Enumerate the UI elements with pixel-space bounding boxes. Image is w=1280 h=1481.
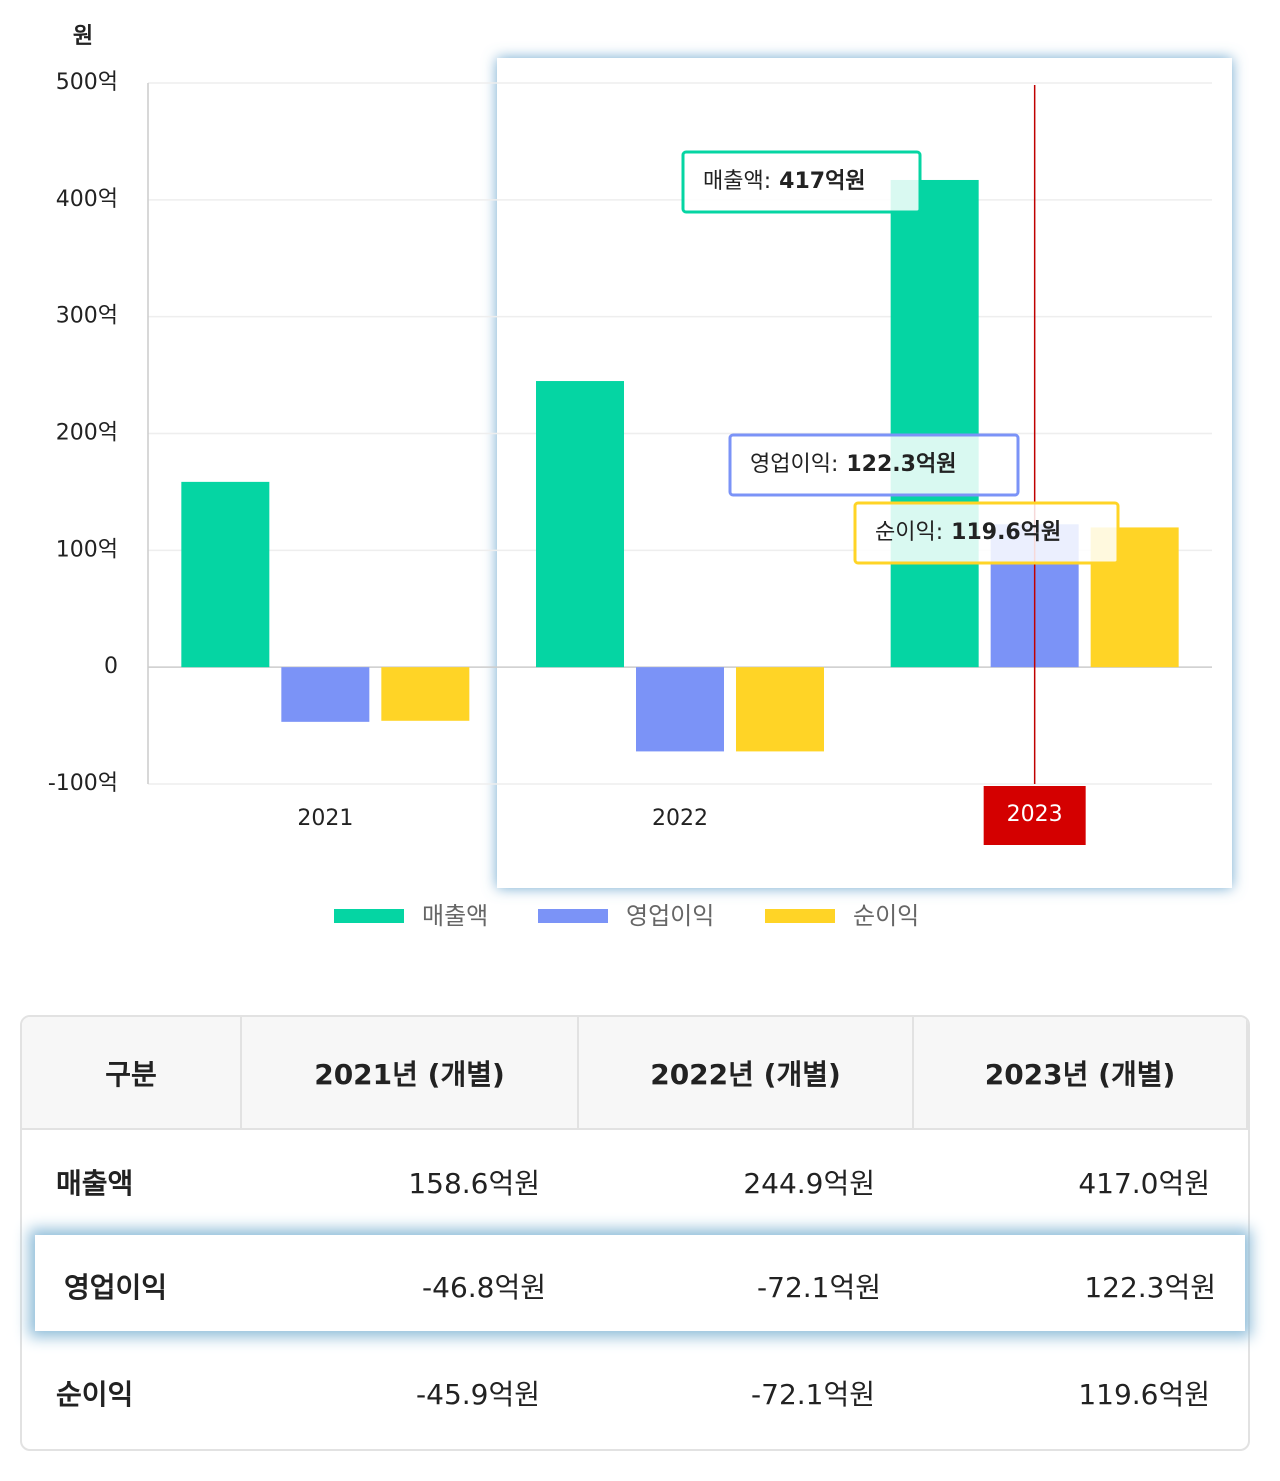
table-cell: 122.3억원 — [1084, 1271, 1216, 1304]
bar — [636, 667, 724, 752]
row-label: 매출액 — [56, 1167, 134, 1200]
table-cell: -72.1억원 — [751, 1378, 875, 1411]
legend-swatch — [334, 909, 404, 923]
tooltip-value: 119.6억원 — [951, 520, 1061, 545]
y-tick-label: 300억 — [56, 304, 118, 329]
y-tick-label: 0 — [104, 654, 118, 679]
tooltip-box — [853, 501, 1120, 565]
y-tick-label: 100억 — [56, 537, 118, 562]
legend-label: 순이익 — [853, 902, 919, 930]
crosshair-label: 2023 — [1007, 802, 1063, 827]
bar — [281, 667, 370, 722]
table-header: 2023년 (개별) — [914, 1017, 1248, 1130]
legend-swatch — [765, 909, 835, 923]
table-cell: -46.8억원 — [422, 1271, 546, 1304]
y-tick-label: 500억 — [56, 70, 118, 95]
row-highlight — [35, 1235, 1245, 1331]
bar — [890, 179, 979, 668]
tooltip-value: 417억원 — [779, 169, 865, 194]
bar — [181, 481, 270, 668]
y-tick-label: 400억 — [56, 187, 118, 212]
legend-label: 매출액 — [422, 902, 488, 930]
tooltip-value: 122.3억원 — [846, 452, 956, 477]
table-cell: 158.6억원 — [408, 1167, 540, 1200]
tooltip-label: 매출액: — [703, 169, 771, 194]
table-header: 2022년 (개별) — [579, 1017, 914, 1130]
tooltip-label: 영업이익: — [750, 452, 838, 477]
table-cell: -72.1억원 — [757, 1271, 881, 1304]
legend-label: 영업이익 — [626, 902, 714, 930]
table-cell: 417.0억원 — [1078, 1167, 1210, 1200]
y-axis-title: 원 — [73, 24, 93, 49]
tooltip-box — [681, 150, 922, 214]
tooltip-label: 순이익: — [875, 520, 943, 545]
bar — [536, 381, 624, 668]
crosshair-label-box — [983, 786, 1086, 845]
chart: 원 -100억 0 100억 200억 300억 400억 500억 2021 2022 2023… — [48, 24, 1232, 930]
y-tick-label: 200억 — [56, 421, 118, 446]
tooltip-box — [728, 433, 1020, 497]
table-cell: -45.9억원 — [416, 1378, 540, 1411]
row-label: 영업이익 — [64, 1271, 168, 1304]
row-label: 순이익 — [56, 1378, 134, 1411]
legend-swatch — [538, 909, 608, 923]
table-cell: 119.6억원 — [1078, 1378, 1210, 1411]
y-tick-label: -100억 — [48, 771, 118, 796]
x-tick-label: 2022 — [652, 806, 708, 831]
table-cell: 244.9억원 — [743, 1167, 875, 1200]
data-table: 구분 2021년 (개별) 2022년 (개별) 2023년 (개별) 매출액 158.6… — [20, 1015, 1250, 1451]
table-header: 구분 — [22, 1017, 242, 1130]
x-tick-label: 2021 — [297, 806, 353, 831]
table-header: 2021년 (개별) — [242, 1017, 579, 1130]
bar — [736, 667, 824, 752]
bar — [381, 667, 470, 721]
